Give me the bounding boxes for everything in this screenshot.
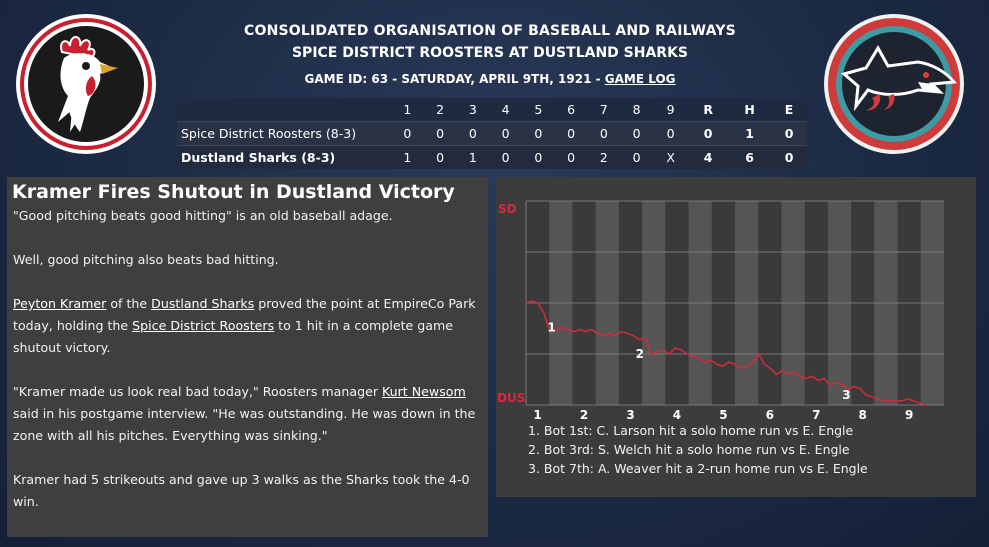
inning-header: 9 <box>666 102 675 117</box>
inning-header: 2 <box>436 102 445 117</box>
inning-score: 0 <box>423 121 457 146</box>
game-header: CONSOLIDATED ORGANISATION OF BASEBALL AN… <box>170 20 810 90</box>
scoring-event-marker: 2 <box>636 347 644 361</box>
x-tick-label: 3 <box>626 408 634 422</box>
inning-score: 0 <box>489 145 522 169</box>
x-tick-label: 5 <box>719 408 727 422</box>
hits-header: H <box>744 102 755 117</box>
x-tick-label: 2 <box>580 408 588 422</box>
x-tick-label: 4 <box>673 408 681 422</box>
inning-score: 1 <box>456 145 490 169</box>
win-probability-line <box>525 300 926 406</box>
errors-header: E <box>784 102 794 117</box>
story-body: "Good pitching beats good hitting" is an… <box>7 205 488 513</box>
list-item: 1. Bot 1st: C. Larson hit a solo home ru… <box>528 423 854 438</box>
errors-total: 0 <box>771 121 807 146</box>
game-info-text: GAME ID: 63 - SATURDAY, APRIL 9TH, 1921 … <box>304 72 605 86</box>
win-probability-panel: SD DUS 1 2 3 4 5 6 7 8 9 1 2 3 1. Bot 1st: C. Lars… <box>496 177 976 497</box>
inning-score: 0 <box>554 145 588 169</box>
inning-score: 0 <box>423 145 457 169</box>
inning-header: 3 <box>468 102 477 117</box>
inning-header: 4 <box>501 102 510 117</box>
inning-header: 1 <box>403 102 412 117</box>
rooster-logo <box>16 14 156 154</box>
x-tick-label: 7 <box>812 408 820 422</box>
box-score-header-row: 1 2 3 4 5 6 7 8 9 R H E <box>177 98 807 122</box>
x-tick-label: 6 <box>766 408 774 422</box>
scoring-event-marker: 3 <box>842 388 850 402</box>
chart-bottom-label: DUS <box>497 391 525 405</box>
list-item: 2. Bot 3rd: S. Welch hit a solo home run… <box>528 442 850 457</box>
inning-score: 0 <box>620 121 653 146</box>
story-text: to 1 hit in a complete game shutout vict… <box>13 318 453 355</box>
inning-score: 0 <box>391 121 424 146</box>
inning-score: 1 <box>391 145 424 169</box>
story-headline: Kramer Fires Shutout in Dustland Victory <box>12 181 455 203</box>
matchup-title: SPICE DISTRICT ROOSTERS AT DUSTLAND SHAR… <box>291 45 689 61</box>
chart-top-label: SD <box>498 202 517 216</box>
team-link-dustland-sharks[interactable]: Dustland Sharks <box>151 296 255 311</box>
inning-score: 2 <box>587 145 621 169</box>
story-paragraph: "Kramer made us look real bad today," Ro… <box>13 381 482 447</box>
inning-score: 0 <box>620 145 653 169</box>
hits-total: 6 <box>728 145 772 169</box>
story-text: said in his postgame interview. "He was … <box>13 406 476 443</box>
game-info: GAME ID: 63 - SATURDAY, APRIL 9TH, 1921 … <box>170 68 810 90</box>
story-paragraph: Kramer had 5 strikeouts and gave up 3 wa… <box>13 472 470 509</box>
inning-header: 5 <box>534 102 543 117</box>
box-score-table: 1 2 3 4 5 6 7 8 9 R H E Spice District R… <box>177 98 807 169</box>
x-tick-label: 9 <box>905 408 913 422</box>
runs-total: 4 <box>688 145 728 169</box>
scoring-event-marker: 1 <box>547 321 555 335</box>
inning-score: 0 <box>456 121 490 146</box>
inning-score: 0 <box>653 121 689 146</box>
x-tick-label: 1 <box>533 408 541 422</box>
inning-score: X <box>653 145 689 169</box>
scoring-events-list: 1. Bot 1st: C. Larson hit a solo home ru… <box>528 421 868 478</box>
inning-score: 0 <box>489 121 522 146</box>
story-paragraph: Peyton Kramer of the Dustland Sharks pro… <box>13 293 482 359</box>
inning-header: 7 <box>599 102 608 117</box>
league-name: CONSOLIDATED ORGANISATION OF BASEBALL AN… <box>244 23 736 39</box>
story-text: proved the point at EmpireCo Park today,… <box>13 296 476 333</box>
x-tick-label: 8 <box>859 408 867 422</box>
game-story-panel: Kramer Fires Shutout in Dustland Victory… <box>7 177 488 537</box>
inning-score: 0 <box>554 121 588 146</box>
runs-total: 0 <box>688 121 728 146</box>
errors-total: 0 <box>771 145 807 169</box>
list-item: 3. Bot 7th: A. Weaver hit a 2-run home r… <box>528 461 868 476</box>
player-link-kramer[interactable]: Peyton Kramer <box>13 296 107 311</box>
manager-link-newsom[interactable]: Kurt Newsom <box>382 384 466 399</box>
story-text: of the <box>106 296 152 311</box>
inning-header: 8 <box>632 102 641 117</box>
story-paragraph: "Good pitching beats good hitting" is an… <box>13 208 393 223</box>
shark-logo <box>824 14 964 154</box>
story-text: "Kramer made us look real bad today," Ro… <box>13 384 383 399</box>
game-log-link[interactable]: GAME LOG <box>604 72 676 86</box>
inning-score: 0 <box>522 145 555 169</box>
hits-total: 1 <box>728 121 772 146</box>
home-team-name: Dustland Sharks (8-3) <box>177 145 391 169</box>
win-probability-chart: SD DUS 1 2 3 4 5 6 7 8 9 1 2 3 <box>497 200 944 422</box>
team-column-header <box>177 98 391 122</box>
inning-score: 0 <box>522 121 555 146</box>
team-link-spice-district-roosters[interactable]: Spice District Roosters <box>132 318 275 333</box>
table-row: Spice District Roosters (8-3) 0 0 0 0 0 … <box>177 121 807 146</box>
story-paragraph: Well, good pitching also beats bad hitti… <box>13 252 279 267</box>
runs-header: R <box>703 102 713 117</box>
inning-score: 0 <box>587 121 621 146</box>
away-team-name: Spice District Roosters (8-3) <box>177 121 391 146</box>
table-row: Dustland Sharks (8-3) 1 0 1 0 0 0 2 0 X … <box>177 145 807 169</box>
inning-header: 6 <box>567 102 576 117</box>
